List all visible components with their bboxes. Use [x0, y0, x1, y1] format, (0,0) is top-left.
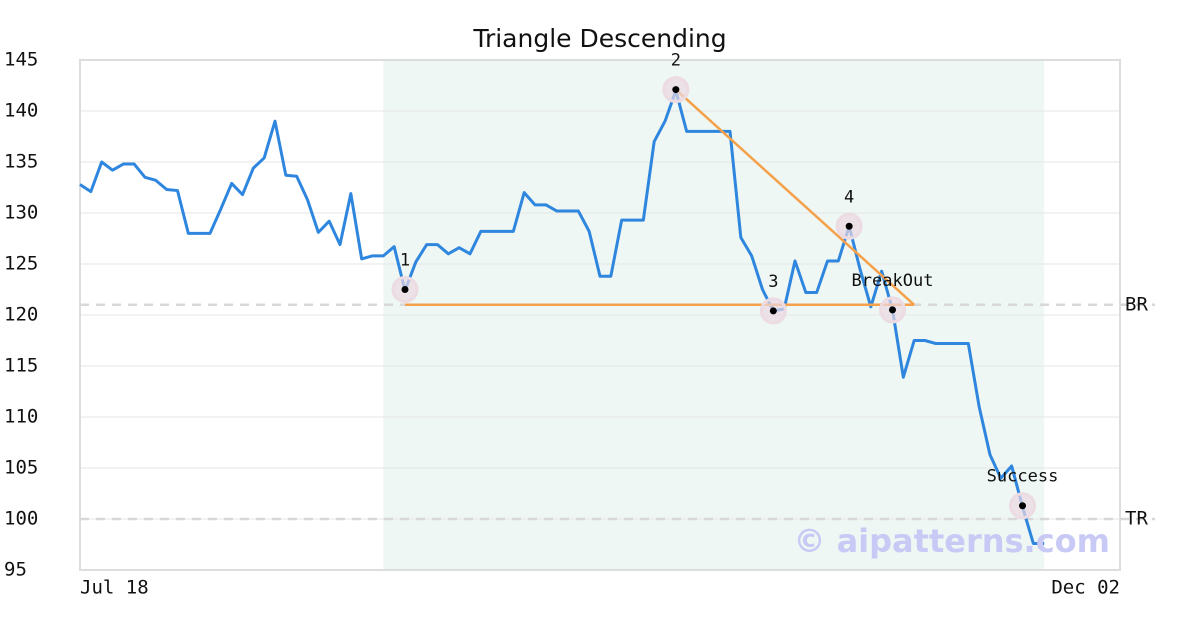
point-dot	[1019, 502, 1026, 510]
point-label: 4	[844, 187, 854, 207]
watermark: © aipatterns.com	[793, 522, 1110, 560]
point-dot	[769, 307, 777, 315]
level-label: BR	[1125, 293, 1148, 315]
y-tick-label: 100	[4, 508, 38, 530]
level-label: TR	[1125, 508, 1148, 530]
chart-title: Triangle Descending	[472, 24, 726, 53]
y-tick-label: 95	[4, 559, 27, 581]
y-tick-label: 105	[4, 457, 38, 479]
y-tick-label: 110	[4, 406, 38, 428]
y-tick-label: 140	[4, 100, 38, 122]
point-label: 3	[768, 272, 778, 292]
point-dot	[845, 222, 853, 230]
x-tick-label: Jul 18	[80, 577, 149, 599]
plot-frame	[79, 59, 1121, 571]
point-label: Success	[987, 467, 1059, 487]
y-tick-label: 120	[4, 304, 38, 326]
point-label: 1	[400, 251, 410, 271]
x-tick-label: Dec 02	[1051, 577, 1120, 599]
point-dot	[672, 86, 680, 94]
y-tick-label: 145	[4, 49, 38, 71]
point-label: BreakOut	[852, 271, 934, 291]
point-dot	[401, 286, 409, 293]
y-tick-label: 125	[4, 253, 38, 275]
pattern-line	[674, 88, 916, 306]
point-dot	[889, 306, 896, 314]
y-tick-label: 135	[4, 151, 38, 173]
y-tick-label: 130	[4, 202, 38, 224]
y-tick-label: 115	[4, 355, 38, 377]
point-label: 2	[671, 51, 681, 71]
